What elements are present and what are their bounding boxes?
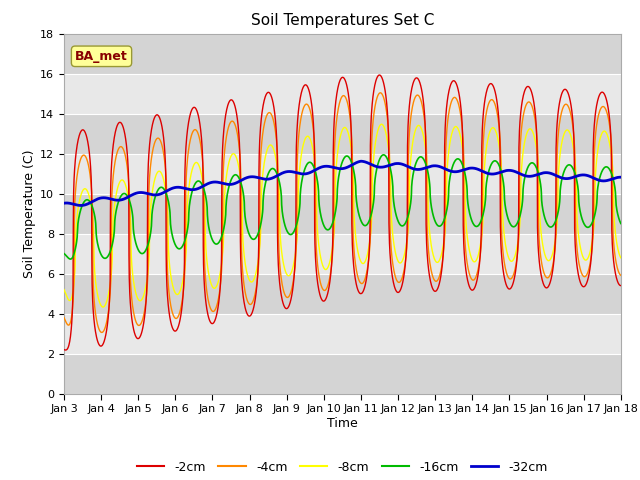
Bar	[64, 313, 621, 354]
Bar	[64, 193, 621, 234]
Bar	[64, 354, 621, 394]
Legend: -2cm, -4cm, -8cm, -16cm, -32cm: -2cm, -4cm, -8cm, -16cm, -32cm	[132, 456, 553, 479]
Title: Soil Temperatures Set C: Soil Temperatures Set C	[251, 13, 434, 28]
Text: BA_met: BA_met	[75, 50, 128, 63]
Bar	[64, 114, 621, 154]
Bar	[64, 73, 621, 114]
Bar	[64, 154, 621, 193]
X-axis label: Time: Time	[327, 417, 358, 430]
Y-axis label: Soil Temperature (C): Soil Temperature (C)	[23, 149, 36, 278]
Bar	[64, 274, 621, 313]
Bar	[64, 234, 621, 274]
Bar	[64, 34, 621, 73]
